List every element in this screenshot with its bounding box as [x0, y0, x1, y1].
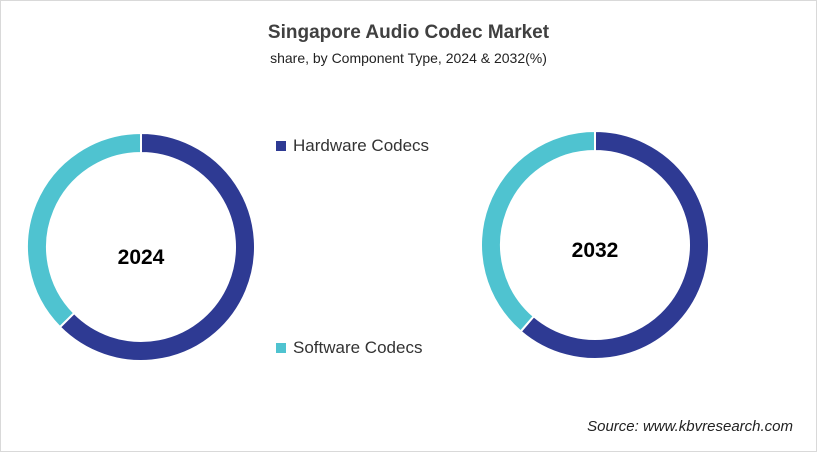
legend-item-hardware: Hardware Codecs [276, 136, 429, 156]
donut-label-2024: 2024 [118, 246, 165, 269]
donut-slice-2032-software [480, 129, 596, 333]
donut-slice-2024-software [26, 131, 142, 329]
legend-swatch-hardware [276, 141, 286, 151]
legend-label-software: Software Codecs [293, 338, 423, 357]
legend-item-software: Software Codecs [276, 338, 422, 358]
donut-label-2032: 2032 [572, 239, 619, 262]
donut-slice-2032-hardware [519, 129, 710, 360]
chart-subtitle: share, by Component Type, 2024 & 2032(%) [270, 50, 547, 66]
legend-swatch-software [276, 343, 286, 353]
donut-2032 [480, 129, 710, 360]
legend-label-hardware: Hardware Codecs [293, 136, 430, 155]
chart-title: Singapore Audio Codec Market [267, 22, 550, 43]
donut-2024 [26, 131, 256, 362]
source-note: Source: www.kbvresearch.com [587, 418, 793, 435]
donut-slice-2024-hardware [58, 131, 256, 362]
